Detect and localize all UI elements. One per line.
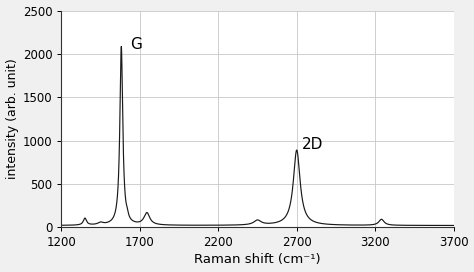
Y-axis label: intensity (arb. unit): intensity (arb. unit) xyxy=(6,58,18,179)
X-axis label: Raman shift (cm⁻¹): Raman shift (cm⁻¹) xyxy=(194,254,321,267)
Text: 2D: 2D xyxy=(301,137,323,152)
Text: G: G xyxy=(129,37,142,52)
